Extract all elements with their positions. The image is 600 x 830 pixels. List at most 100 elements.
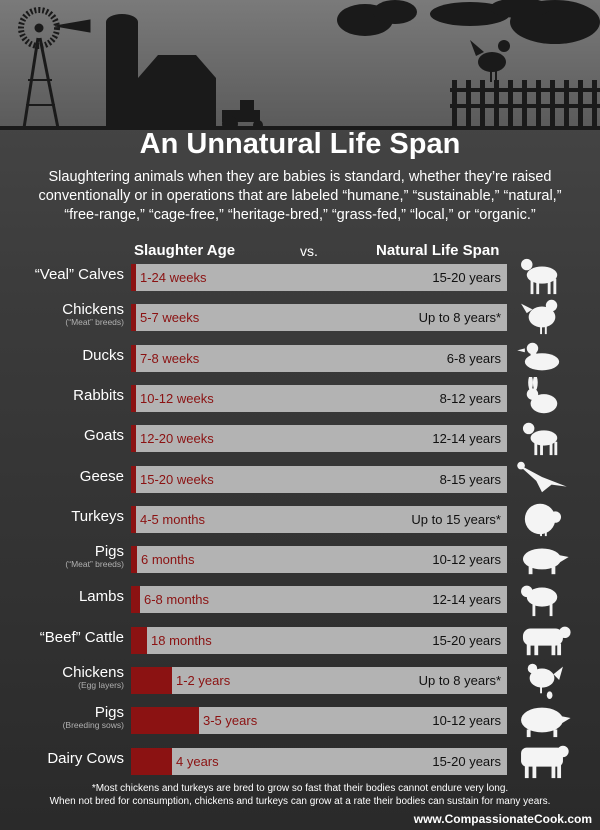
natural-life-span-label: 10-12 years — [432, 713, 501, 728]
animal-name: Chickens — [62, 664, 124, 681]
life-span-bar: 10-12 weeks 8-12 years — [131, 385, 507, 412]
footnote: *Most chickens and turkeys are bred to g… — [0, 782, 600, 808]
slaughter-age-bar — [131, 385, 136, 412]
animal-label: Lambs — [79, 588, 124, 606]
slaughter-age-bar — [131, 304, 136, 331]
cow-icon — [521, 745, 569, 779]
vs-label: vs. — [300, 243, 318, 259]
natural-life-span-label: Up to 8 years* — [418, 673, 501, 688]
life-span-bar: 3-5 years 10-12 years — [131, 707, 507, 734]
slaughter-age-bar — [131, 748, 172, 775]
slaughter-age-label: 12-20 weeks — [140, 431, 214, 446]
animal-name: Geese — [79, 468, 124, 485]
animal-label: Pigs (“Meat” breeds) — [65, 544, 124, 569]
animal-label: “Beef” Cattle — [40, 629, 124, 647]
chart-row: Goats 12-20 weeks 12-14 years — [0, 422, 600, 456]
slaughter-age-label: 7-8 weeks — [140, 351, 200, 366]
chart-row: Pigs (“Meat” breeds) 6 months 10-12 years — [0, 544, 600, 575]
slaughter-age-label: 10-12 weeks — [140, 391, 214, 406]
animal-name: “Veal” Calves — [34, 266, 124, 283]
slaughter-age-label: 4 years — [176, 754, 219, 769]
natural-life-span-label: 6-8 years — [446, 351, 501, 366]
footnote-line-1: *Most chickens and turkeys are bred to g… — [91, 783, 509, 794]
silo-icon — [106, 14, 138, 130]
chart-title: An Unnatural Life Span — [139, 128, 461, 160]
animal-label: “Veal” Calves — [35, 266, 124, 284]
chart-row: Chickens (“Meat” breeds) 5-7 weeks Up to 8 … — [0, 299, 600, 335]
animal-label: Rabbits — [73, 387, 124, 405]
natural-life-span-label: 15-20 years — [432, 270, 501, 285]
chart-row: Turkeys 4-5 months Up to 15 years* — [0, 503, 600, 537]
goat-icon — [522, 422, 558, 456]
chart-row: Ducks 7-8 weeks 6-8 years — [0, 342, 600, 373]
barn-icon — [138, 55, 216, 130]
animal-subtitle: (Egg layers) — [78, 680, 124, 690]
natural-life-span-label: Up to 8 years* — [418, 310, 501, 325]
animal-label: Goats — [84, 427, 124, 445]
slaughter-age-header: Slaughter Age — [134, 242, 236, 259]
slaughter-age-bar — [131, 425, 136, 452]
life-span-bar: 6-8 months 12-14 years — [131, 586, 507, 613]
duck-icon — [517, 342, 560, 371]
slaughter-age-bar — [131, 506, 136, 533]
hen-icon — [527, 663, 563, 699]
natural-life-span-label: 12-14 years — [432, 431, 501, 446]
goose-icon — [517, 461, 567, 493]
animal-name: Pigs — [94, 704, 124, 721]
life-span-bar: 1-24 weeks 15-20 years — [131, 264, 507, 291]
life-span-bar: 12-20 weeks 12-14 years — [131, 425, 507, 452]
slaughter-age-bar — [131, 466, 136, 493]
natural-life-span-label: 8-12 years — [439, 391, 501, 406]
chart-row: Geese 15-20 weeks 8-15 years — [0, 461, 600, 494]
chicken-icon — [521, 299, 558, 335]
slaughter-age-bar — [131, 627, 147, 654]
animal-label: Chickens (Egg layers) — [62, 665, 124, 690]
slaughter-age-bar — [131, 264, 136, 291]
calf-icon — [521, 258, 558, 295]
animal-name: Turkeys — [71, 508, 124, 525]
slaughter-age-label: 1-2 years — [176, 673, 231, 688]
natural-life-span-label: 12-14 years — [432, 592, 501, 607]
chart-row: Pigs (Breeding sows) 3-5 years 10-12 years — [0, 705, 600, 738]
animal-subtitle: (“Meat” breeds) — [65, 317, 124, 327]
animal-label: Dairy Cows — [47, 750, 124, 768]
rabbit-icon — [526, 377, 558, 414]
animal-subtitle: (“Meat” breeds) — [65, 559, 124, 569]
windmill-icon — [18, 7, 91, 129]
animal-name: Chickens — [62, 301, 124, 318]
animal-label: Chickens (“Meat” breeds) — [62, 302, 124, 327]
animal-subtitle: (Breeding sows) — [62, 720, 124, 730]
slaughter-age-bar — [131, 546, 137, 573]
animal-label: Turkeys — [71, 508, 124, 526]
life-span-bar: 4-5 months Up to 15 years* — [131, 506, 507, 533]
animal-name: Ducks — [82, 347, 124, 364]
animal-name: “Beef” Cattle — [39, 629, 124, 646]
slaughter-age-label: 3-5 years — [203, 713, 258, 728]
natural-life-span-label: 15-20 years — [432, 754, 501, 769]
fence-icon — [450, 80, 600, 130]
sow-icon — [521, 707, 571, 738]
slaughter-age-bar — [131, 707, 199, 734]
rooster-icon — [470, 40, 510, 82]
turkey-icon — [524, 503, 562, 537]
slaughter-age-bar — [131, 345, 136, 372]
animal-name: Lambs — [78, 588, 124, 605]
animal-label: Pigs (Breeding sows) — [63, 705, 124, 730]
life-span-bar: 5-7 weeks Up to 8 years* — [131, 304, 507, 331]
cattle-icon — [522, 626, 571, 656]
life-span-bar: 6 months 10-12 years — [131, 546, 507, 573]
chart-row: “Veal” Calves 1-24 weeks 15-20 years — [0, 258, 600, 295]
life-span-bar: 18 months 15-20 years — [131, 627, 507, 654]
life-span-bar: 4 years 15-20 years — [131, 748, 507, 775]
site-credit: www.CompassionateCook.com — [413, 812, 592, 826]
chart-row: Chickens (Egg layers) 1-2 years Up to 8 yea… — [0, 663, 600, 699]
animal-name: Rabbits — [73, 387, 124, 404]
animal-name: Goats — [83, 427, 124, 444]
intro-text: Slaughtering animals when they are babie… — [38, 169, 562, 223]
chart-row: Lambs 6-8 months 12-14 years — [0, 584, 600, 617]
life-span-bar: 1-2 years Up to 8 years* — [131, 667, 507, 694]
slaughter-age-label: 4-5 months — [140, 512, 206, 527]
life-span-bar: 7-8 weeks 6-8 years — [131, 345, 507, 372]
chart-row: Dairy Cows 4 years 15-20 years — [0, 745, 600, 779]
slaughter-age-label: 6 months — [141, 552, 195, 567]
